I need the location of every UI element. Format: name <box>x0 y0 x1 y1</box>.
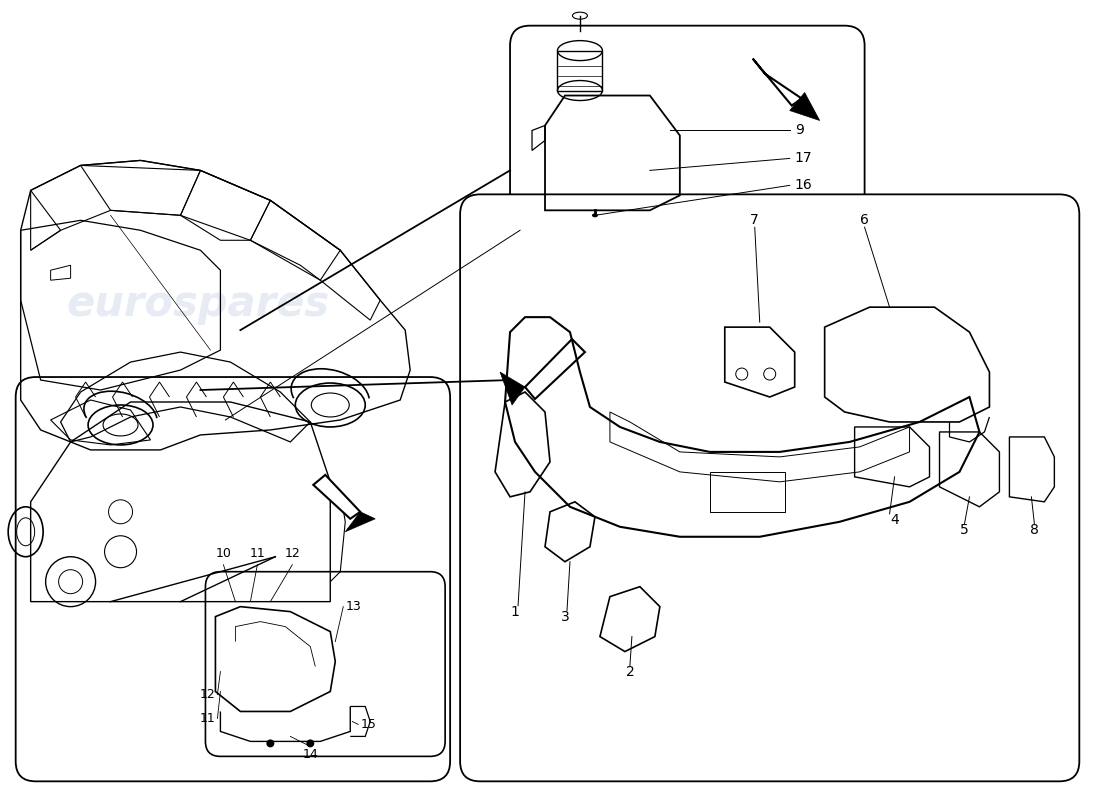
Polygon shape <box>525 339 585 399</box>
FancyBboxPatch shape <box>460 194 1079 782</box>
Text: 12: 12 <box>200 688 216 701</box>
Text: 5: 5 <box>960 522 969 537</box>
Text: 2: 2 <box>626 665 635 678</box>
Text: 12: 12 <box>285 546 300 560</box>
Polygon shape <box>345 512 375 532</box>
Text: eurospares: eurospares <box>528 586 791 629</box>
Text: 7: 7 <box>750 214 759 227</box>
Text: eurospares: eurospares <box>67 283 330 325</box>
Bar <box>558 50 603 90</box>
Text: 1: 1 <box>510 605 519 618</box>
Text: 4: 4 <box>890 513 899 526</box>
Text: eurospares: eurospares <box>528 283 791 325</box>
Text: 10: 10 <box>216 546 231 560</box>
Text: 16: 16 <box>794 178 813 192</box>
Ellipse shape <box>592 214 598 218</box>
Text: 11: 11 <box>200 712 216 725</box>
FancyBboxPatch shape <box>206 572 446 756</box>
Text: 11: 11 <box>250 546 265 560</box>
Polygon shape <box>500 372 525 405</box>
FancyBboxPatch shape <box>510 26 865 220</box>
Text: 15: 15 <box>360 718 376 731</box>
Text: 3: 3 <box>561 610 570 624</box>
Bar <box>710 472 784 512</box>
Text: 17: 17 <box>794 151 812 166</box>
Text: 9: 9 <box>794 123 804 138</box>
Polygon shape <box>314 475 360 518</box>
Circle shape <box>306 739 315 747</box>
Polygon shape <box>790 93 820 121</box>
Polygon shape <box>752 58 802 106</box>
Text: 14: 14 <box>302 748 318 762</box>
Text: 8: 8 <box>1030 522 1038 537</box>
Circle shape <box>266 739 274 747</box>
Text: 13: 13 <box>345 600 361 613</box>
FancyBboxPatch shape <box>15 377 450 782</box>
Text: 6: 6 <box>860 214 869 227</box>
